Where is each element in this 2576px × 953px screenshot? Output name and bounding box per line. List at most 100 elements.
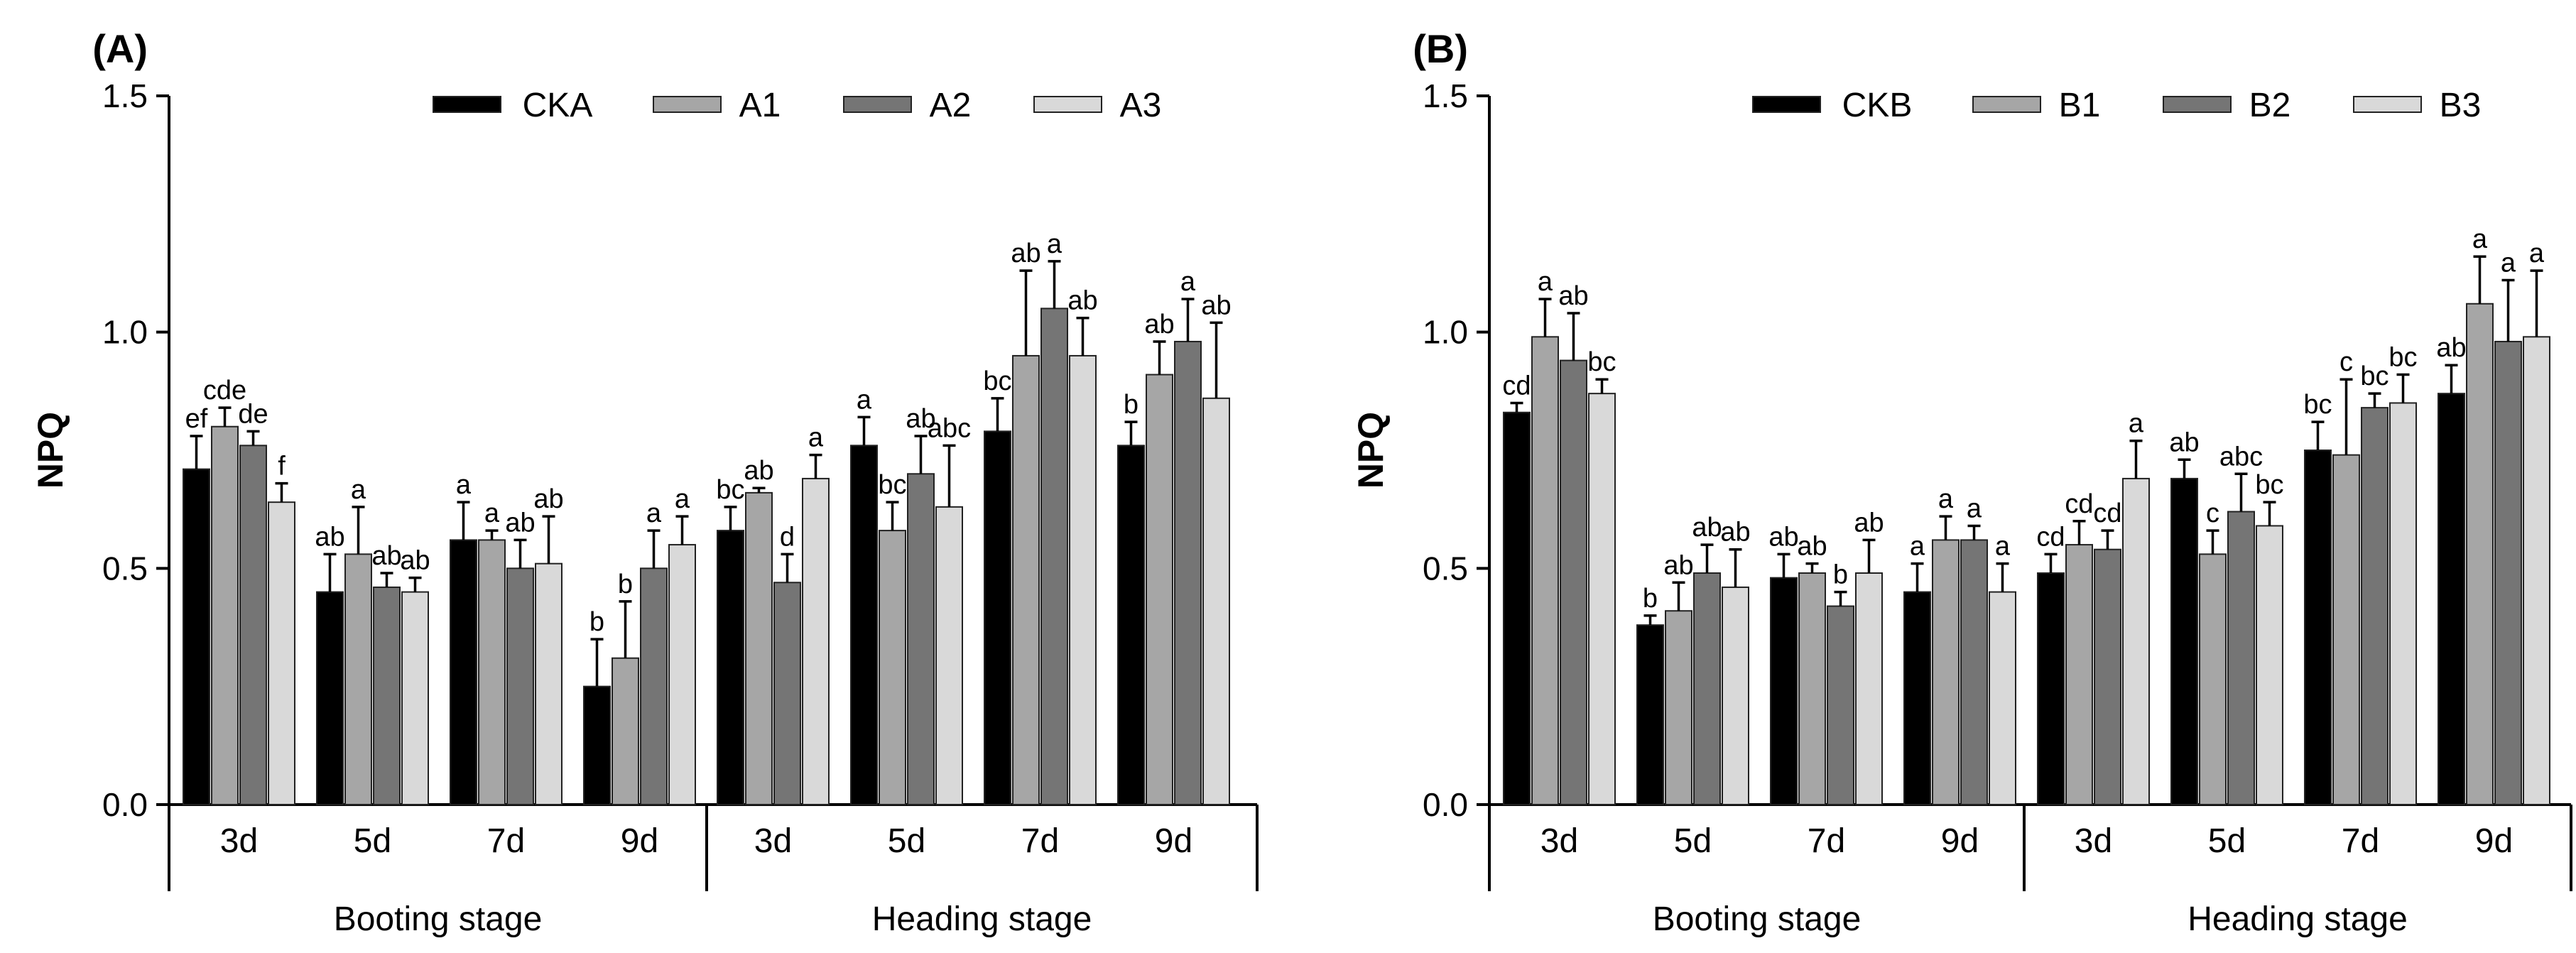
x-tick-label: 5d bbox=[888, 822, 925, 860]
bar-a3 bbox=[668, 544, 696, 805]
x-tick-label: 9d bbox=[1155, 822, 1192, 860]
y-tick-label: 0.5 bbox=[102, 550, 148, 587]
bar-b1 bbox=[1798, 572, 1826, 806]
legend-swatch-ckb bbox=[1752, 96, 1821, 113]
significance-letter: a bbox=[456, 470, 472, 500]
significance-letter: ab bbox=[906, 404, 935, 434]
bar-a1 bbox=[879, 530, 906, 806]
significance-letter: ab bbox=[1144, 310, 1174, 339]
significance-letter: ab bbox=[744, 456, 773, 486]
bar-a2 bbox=[239, 445, 267, 805]
legend-label: B1 bbox=[2059, 87, 2101, 124]
bar-b2 bbox=[1827, 605, 1854, 805]
y-tick-label: 1.5 bbox=[102, 77, 148, 114]
bar-a2 bbox=[1040, 307, 1068, 805]
bar-a2 bbox=[1174, 340, 1202, 805]
x-tick-label: 7d bbox=[2342, 822, 2379, 860]
bar-a2 bbox=[773, 582, 801, 805]
bar-b2 bbox=[2227, 511, 2255, 805]
significance-letter: bc bbox=[1587, 347, 1616, 377]
significance-letter: a bbox=[2501, 248, 2516, 278]
significance-letter: a bbox=[675, 484, 690, 514]
legend-swatch-a2 bbox=[843, 96, 912, 113]
significance-letter: a bbox=[808, 423, 824, 453]
significance-letter: ab bbox=[1201, 290, 1231, 320]
legend-swatch-cka bbox=[433, 96, 501, 113]
bar-ckb bbox=[1903, 591, 1931, 805]
significance-letter: a bbox=[1995, 532, 2011, 562]
x-tick-label: 7d bbox=[1021, 822, 1059, 860]
legend-label: B2 bbox=[2249, 87, 2291, 124]
significance-letter: ab bbox=[1663, 550, 1693, 580]
bar-cka bbox=[183, 468, 210, 805]
x-tick-label: 5d bbox=[1674, 822, 1712, 860]
bar-a3 bbox=[1202, 397, 1230, 805]
bar-a1 bbox=[745, 491, 773, 805]
significance-letter: ab bbox=[1797, 532, 1827, 562]
bar-b1 bbox=[1665, 610, 1692, 805]
significance-letter: c bbox=[2206, 499, 2219, 528]
significance-letter: f bbox=[278, 452, 286, 481]
legend-swatch-b1 bbox=[1972, 96, 2041, 113]
bar-cka bbox=[984, 430, 1011, 805]
bar-b1 bbox=[2199, 553, 2227, 806]
y-tick-label: 0.5 bbox=[1423, 550, 1468, 587]
legend-swatch-b3 bbox=[2353, 96, 2422, 113]
significance-letter: cd bbox=[2093, 499, 2121, 528]
bar-b3 bbox=[2523, 336, 2550, 805]
significance-letter: a bbox=[2529, 239, 2545, 268]
significance-letter: ab bbox=[400, 546, 430, 576]
x-tick-label: 9d bbox=[2475, 822, 2513, 860]
significance-letter: cde bbox=[203, 376, 246, 405]
legend-label: CKA bbox=[523, 87, 593, 124]
bar-a1 bbox=[1146, 374, 1173, 805]
bar-b3 bbox=[2256, 525, 2283, 805]
significance-letter: a bbox=[351, 475, 366, 505]
bar-cka bbox=[717, 530, 744, 806]
legend-label: B3 bbox=[2440, 87, 2482, 124]
significance-letter: cd bbox=[1502, 371, 1531, 401]
legend-swatch-b2 bbox=[2163, 96, 2232, 113]
y-axis-title: NPQ bbox=[31, 412, 70, 489]
significance-letter: a bbox=[1938, 484, 1954, 514]
bar-a2 bbox=[506, 567, 534, 805]
significance-letter: a bbox=[1967, 494, 1982, 523]
legend-label: CKB bbox=[1842, 87, 1913, 124]
bar-a1 bbox=[612, 657, 639, 805]
bar-a1 bbox=[344, 553, 372, 806]
significance-letter: b bbox=[618, 570, 633, 599]
y-tick-label: 0.0 bbox=[102, 786, 148, 823]
bar-cka bbox=[850, 445, 878, 805]
significance-letter: a bbox=[1180, 267, 1196, 297]
panel-label: (B) bbox=[1413, 26, 1468, 71]
x-tick-label: 3d bbox=[754, 822, 792, 860]
significance-letter: bc bbox=[878, 470, 906, 500]
significance-letter: a bbox=[1047, 229, 1063, 259]
significance-letter: ab bbox=[2436, 333, 2466, 363]
significance-letter: a bbox=[857, 385, 872, 415]
significance-letter: d bbox=[780, 522, 795, 552]
bar-a2 bbox=[373, 586, 401, 805]
bar-cka bbox=[583, 685, 611, 806]
significance-letter: b bbox=[1124, 390, 1138, 420]
stage-label-booting: Booting stage bbox=[1653, 900, 1862, 938]
bar-a2 bbox=[640, 567, 668, 805]
significance-letter: ab bbox=[1067, 286, 1097, 316]
x-tick-label: 7d bbox=[487, 822, 525, 860]
significance-letter: ab bbox=[533, 484, 563, 514]
significance-letter: ab bbox=[315, 522, 344, 552]
bar-ckb bbox=[2304, 450, 2332, 805]
bar-a3 bbox=[401, 591, 429, 805]
bar-b2 bbox=[1960, 539, 1988, 805]
significance-letter: bc bbox=[716, 475, 744, 505]
bar-ckb bbox=[2037, 572, 2065, 806]
legend-swatch-a1 bbox=[653, 96, 722, 113]
bar-a3 bbox=[802, 477, 830, 805]
significance-letter: ab bbox=[1558, 281, 1588, 311]
x-tick-label: 3d bbox=[220, 822, 258, 860]
significance-letter: ab bbox=[1720, 518, 1750, 548]
bar-ckb bbox=[1503, 411, 1531, 805]
bar-a3 bbox=[935, 506, 963, 806]
bar-a1 bbox=[1012, 354, 1040, 805]
significance-letter: cd bbox=[2036, 522, 2065, 552]
